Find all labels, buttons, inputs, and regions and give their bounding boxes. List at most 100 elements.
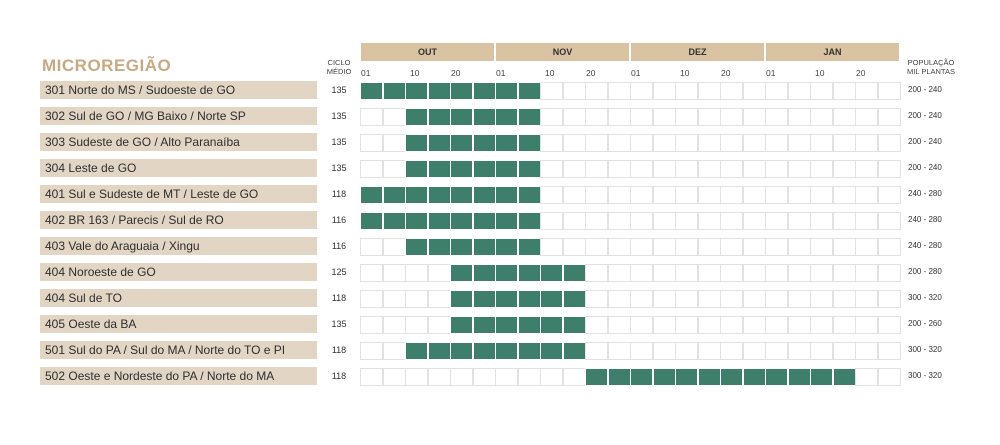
population-value: 240 - 280 bbox=[908, 215, 942, 224]
empty-cell bbox=[787, 82, 811, 100]
empty-cell bbox=[562, 186, 586, 204]
empty-cell bbox=[720, 108, 743, 126]
planting-window-cell bbox=[450, 186, 473, 204]
empty-cell bbox=[675, 238, 698, 256]
planting-window-cell bbox=[742, 368, 766, 386]
empty-cell bbox=[630, 82, 653, 100]
empty-cell bbox=[360, 316, 383, 334]
empty-cell bbox=[810, 264, 833, 282]
empty-cell bbox=[810, 212, 833, 230]
empty-cell bbox=[697, 316, 721, 334]
planting-window-cell bbox=[405, 186, 428, 204]
planting-window-cell bbox=[405, 342, 428, 360]
empty-cell bbox=[697, 82, 721, 100]
empty-cell bbox=[427, 316, 451, 334]
empty-cell bbox=[765, 238, 788, 256]
region-label: 405 Oeste da BA bbox=[40, 315, 317, 333]
day-tick: 10 bbox=[815, 68, 825, 78]
planting-window-cell bbox=[517, 342, 541, 360]
empty-cell bbox=[585, 160, 608, 178]
planting-window-cell bbox=[450, 108, 473, 126]
empty-cell bbox=[630, 264, 653, 282]
month-header-nov: NOV bbox=[496, 43, 629, 61]
planting-window-cell bbox=[562, 264, 586, 282]
cycle-value: 118 bbox=[331, 293, 347, 303]
planting-window-cell bbox=[517, 212, 541, 230]
empty-cell bbox=[765, 108, 788, 126]
empty-cell bbox=[630, 212, 653, 230]
empty-cell bbox=[787, 264, 811, 282]
empty-cell bbox=[382, 368, 406, 386]
planting-window-cell bbox=[472, 186, 496, 204]
planting-window-cell bbox=[585, 368, 608, 386]
region-label: 401 Sul e Sudeste de MT / Leste de GO bbox=[40, 185, 317, 203]
empty-cell bbox=[787, 160, 811, 178]
region-label: 404 Noroeste de GO bbox=[40, 263, 317, 281]
empty-cell bbox=[382, 160, 406, 178]
empty-cell bbox=[652, 160, 676, 178]
empty-cell bbox=[832, 316, 856, 334]
empty-cell bbox=[675, 134, 698, 152]
planting-window-cell bbox=[405, 212, 428, 230]
empty-cell bbox=[540, 134, 563, 152]
empty-cell bbox=[742, 316, 766, 334]
empty-cell bbox=[697, 134, 721, 152]
empty-cell bbox=[405, 368, 428, 386]
empty-cell bbox=[855, 108, 878, 126]
population-header-line2: MIL PLANTAS bbox=[907, 67, 955, 76]
planting-window-cell bbox=[405, 82, 428, 100]
empty-cell bbox=[742, 238, 766, 256]
empty-cell bbox=[585, 316, 608, 334]
cycle-value: 125 bbox=[331, 267, 347, 277]
empty-cell bbox=[540, 212, 563, 230]
day-tick: 20 bbox=[721, 68, 731, 78]
planting-window-cell bbox=[517, 316, 541, 334]
empty-cell bbox=[427, 290, 451, 308]
population-value: 300 - 320 bbox=[908, 371, 942, 380]
empty-cell bbox=[765, 342, 788, 360]
empty-cell bbox=[697, 238, 721, 256]
empty-cell bbox=[652, 134, 676, 152]
empty-cell bbox=[450, 368, 473, 386]
empty-cell bbox=[855, 212, 878, 230]
empty-cell bbox=[517, 368, 541, 386]
empty-cell bbox=[360, 264, 383, 282]
planting-window-cell bbox=[405, 160, 428, 178]
planting-window-cell bbox=[517, 264, 541, 282]
planting-window-cell bbox=[472, 342, 496, 360]
empty-cell bbox=[360, 160, 383, 178]
empty-cell bbox=[765, 290, 788, 308]
empty-cell bbox=[585, 238, 608, 256]
empty-cell bbox=[607, 160, 631, 178]
empty-cell bbox=[855, 186, 878, 204]
empty-cell bbox=[675, 342, 698, 360]
planting-window-cell bbox=[382, 82, 406, 100]
empty-cell bbox=[855, 238, 878, 256]
planting-window-cell bbox=[540, 264, 563, 282]
planting-window-cell bbox=[427, 134, 451, 152]
empty-cell bbox=[877, 368, 901, 386]
empty-cell bbox=[742, 160, 766, 178]
empty-cell bbox=[675, 264, 698, 282]
planting-window-cell bbox=[472, 290, 496, 308]
empty-cell bbox=[810, 316, 833, 334]
empty-cell bbox=[877, 108, 901, 126]
empty-cell bbox=[652, 264, 676, 282]
planting-window-cell bbox=[517, 82, 541, 100]
empty-cell bbox=[427, 368, 451, 386]
planting-window-cell bbox=[472, 264, 496, 282]
empty-cell bbox=[562, 368, 586, 386]
planting-window-cell bbox=[607, 368, 631, 386]
planting-window-cell bbox=[427, 186, 451, 204]
empty-cell bbox=[855, 160, 878, 178]
planting-window-cell bbox=[427, 108, 451, 126]
population-value: 240 - 280 bbox=[908, 189, 942, 198]
empty-cell bbox=[382, 342, 406, 360]
population-value: 300 - 320 bbox=[908, 345, 942, 354]
empty-cell bbox=[382, 290, 406, 308]
empty-cell bbox=[585, 342, 608, 360]
empty-cell bbox=[360, 290, 383, 308]
empty-cell bbox=[877, 290, 901, 308]
empty-cell bbox=[742, 264, 766, 282]
planting-window-cell bbox=[360, 82, 383, 100]
